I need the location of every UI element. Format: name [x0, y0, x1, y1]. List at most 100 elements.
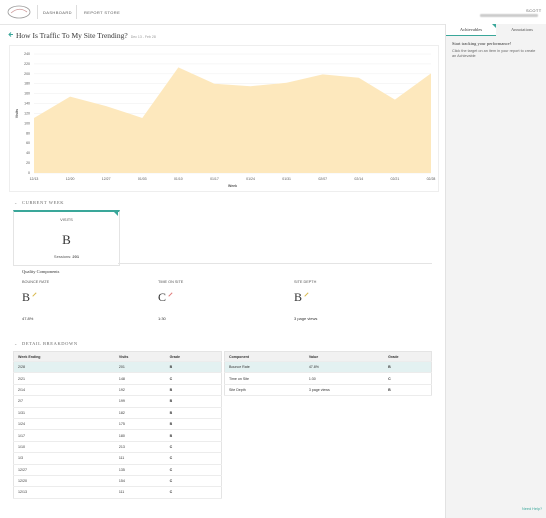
cell: 148 — [114, 372, 166, 385]
collapse-icon[interactable]: ⌄ — [14, 200, 18, 205]
weeks-table: Week Ending Visits Grade 2/28 201 B 2/21 148 C 2/… — [13, 351, 222, 499]
table-row: 1/17 180 B — [13, 429, 222, 442]
cell: 2/28 — [13, 361, 115, 374]
cell: 135 — [114, 464, 166, 476]
x-tick-label: 01/03 — [138, 177, 147, 181]
date-range: Dec 13 - Feb 28 — [130, 35, 156, 39]
divider — [76, 5, 77, 19]
column-header: Value — [304, 351, 385, 362]
table-row: 12/27 135 C — [13, 464, 222, 476]
table-row: 12/20 154 C — [13, 475, 222, 488]
table-row: 1/31 182 B — [13, 407, 222, 419]
component-value: 1:30 — [158, 316, 166, 321]
traffic-chart: 0 20 40 60 80 100 120 140 160 180 200 220 240 12/13 12… — [9, 45, 439, 192]
edit-icon[interactable] — [32, 292, 37, 297]
cell: 192 — [114, 384, 166, 397]
column-header: Visits — [114, 351, 166, 362]
cell: C — [165, 372, 222, 385]
cell: C — [165, 475, 222, 488]
divider — [37, 5, 38, 19]
collapse-icon[interactable]: ⌄ — [14, 341, 18, 346]
table-row: 1/10 213 C — [13, 441, 222, 454]
component-grade: B — [294, 290, 303, 304]
cell: Time on Site — [224, 372, 305, 385]
column-header: Grade — [165, 351, 222, 362]
y-tick-label: 140 — [24, 102, 30, 106]
cell: 1/10 — [13, 441, 115, 454]
target-flag[interactable] — [113, 211, 118, 216]
table-row: Bounce Rate 47.8% B — [224, 361, 432, 374]
cell: B — [165, 361, 222, 374]
component-value: 47.8% — [22, 316, 34, 321]
cell: 154 — [114, 475, 166, 488]
edit-icon[interactable] — [168, 292, 173, 297]
cell: B — [165, 384, 222, 397]
section-heading: DETAIL BREAKDOWN — [22, 341, 78, 346]
x-axis-label: Week — [228, 184, 237, 188]
component-name: TIME ON SITE — [158, 280, 184, 284]
back-arrow[interactable] — [8, 31, 14, 38]
edit-icon[interactable] — [304, 292, 309, 297]
x-tick-label: 12/20 — [66, 177, 75, 181]
cell: 111 — [114, 486, 166, 499]
sessions-label: Sessions: — [53, 254, 72, 259]
column-header: Component — [224, 351, 305, 362]
table-row: 2/28 201 B — [13, 361, 222, 374]
tab-flag — [492, 24, 496, 28]
component-grade: C — [158, 290, 167, 304]
card-sessions: Sessions: 201 — [14, 254, 119, 259]
sidebar: Achievables Annotations Start tracking y… — [445, 24, 546, 518]
sidebar-text: Click the target on an item in your repo… — [452, 49, 536, 58]
table-row: 2/14 192 B — [13, 384, 222, 397]
y-tick-label: 100 — [24, 121, 30, 125]
cell: 12/20 — [13, 475, 115, 488]
y-tick-label: 180 — [24, 82, 30, 86]
x-tick-label: 02/14 — [354, 177, 363, 181]
table-row: Site Depth 3 page views B — [224, 384, 432, 397]
y-tick-label: 220 — [24, 62, 30, 66]
page-title: How Is Traffic To My Site Trending? Dec 1… — [16, 31, 156, 40]
nav-link[interactable]: DASHBOARD — [43, 10, 72, 15]
card-title: VISITS — [60, 217, 73, 222]
tab[interactable]: Achievables — [446, 24, 496, 36]
x-tick-label: 12/27 — [102, 177, 111, 181]
component-name: SITE DEPTH — [294, 280, 317, 284]
cell: C — [165, 452, 222, 465]
table-row: 1/3 111 C — [13, 452, 222, 465]
cell: C — [165, 441, 222, 454]
area — [34, 67, 431, 173]
visits-card: VISITS B Sessions: 201 — [13, 210, 120, 266]
cell: 1/3 — [13, 452, 115, 465]
cell: 1/24 — [13, 418, 115, 431]
help-link[interactable]: Need Help? — [522, 507, 543, 511]
table-row: Time on Site 1:30 C — [224, 372, 432, 385]
table-row: 1/24 175 B — [13, 418, 222, 431]
cell: 2/14 — [13, 384, 115, 397]
cell: 2/21 — [13, 372, 115, 385]
y-tick-label: 20 — [26, 161, 30, 165]
card-grade: B — [62, 232, 71, 247]
x-tick-label: 01/31 — [282, 177, 291, 181]
cell: 3 page views — [304, 384, 385, 397]
y-tick-label: 240 — [24, 52, 30, 56]
header-row: Component Value Grade — [224, 351, 432, 362]
cell: 47.8% — [304, 361, 385, 374]
tab[interactable]: Annotations — [511, 27, 533, 32]
cell: C — [165, 464, 222, 476]
x-tick-label: 01/17 — [210, 177, 219, 181]
cell: 1:30 — [304, 372, 385, 385]
cell: 1/17 — [13, 429, 115, 442]
table-row: 2/21 148 C — [13, 372, 222, 385]
x-tick-label: 01/10 — [174, 177, 183, 181]
divider — [118, 263, 432, 264]
x-tick-label: 01/24 — [246, 177, 255, 181]
cell: 111 — [114, 452, 166, 465]
nav-link[interactable]: REPORT STORE — [84, 10, 121, 15]
y-tick-label: 40 — [26, 151, 30, 155]
y-tick-label: 120 — [24, 111, 30, 115]
cell: 201 — [114, 361, 166, 374]
cell: 199 — [114, 395, 166, 408]
cell: C — [384, 372, 432, 385]
user-name[interactable]: SCOTT — [526, 8, 542, 13]
